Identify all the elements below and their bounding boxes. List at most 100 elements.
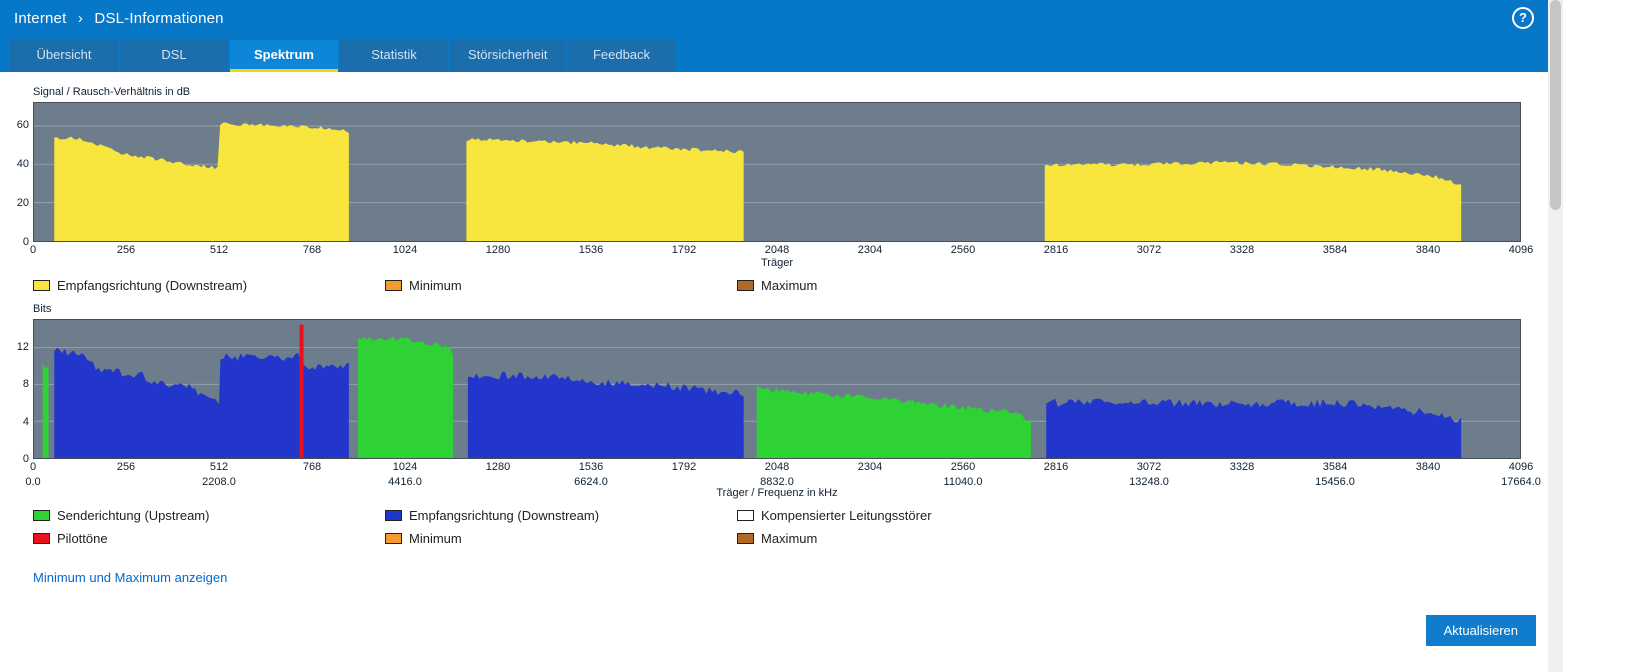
x-tick-label: 2048 [764, 244, 790, 256]
x-tick-label: 15456.0 [1315, 476, 1355, 488]
x-tick-label: 0 [29, 461, 37, 473]
x-tick-label: 0 [29, 244, 37, 256]
x-tick-label: 1792 [671, 244, 697, 256]
show-minmax-link[interactable]: Minimum und Maximum anzeigen [33, 570, 228, 585]
y-tick-label: 8 [22, 378, 29, 391]
legend-item: Minimum [385, 531, 737, 546]
x-tick-label: 768 [302, 461, 322, 473]
x-tick-label: 3328 [1229, 461, 1255, 473]
x-tick-label: 1536 [578, 244, 604, 256]
tab-storsicherheit[interactable]: Störsicherheit [450, 40, 566, 72]
breadcrumb-separator: › [77, 9, 84, 27]
x-tick-label: 2304 [857, 461, 883, 473]
snr-plot [33, 102, 1521, 242]
x-tick-label: 2816 [1043, 244, 1069, 256]
x-tick-label: 256 [116, 244, 136, 256]
breadcrumb: Internet › DSL-Informationen [14, 10, 224, 27]
x-tick-label: 2560 [950, 461, 976, 473]
tab-dsl[interactable]: DSL [120, 40, 228, 72]
tab-feedback[interactable]: Feedback [567, 40, 676, 72]
legend-label: Minimum [409, 278, 462, 293]
tab-ubersicht[interactable]: Übersicht [10, 40, 118, 72]
legend-item: Minimum [385, 278, 737, 293]
snr-y-axis: 0 20 40 60 [5, 102, 33, 248]
legend-swatch [385, 280, 402, 291]
bits-frequency-axis: 0.0 2208.0 4416.0 6624.0 8832.0 11040.0 13248.… [25, 474, 1541, 488]
snr-chart-section: Signal / Rausch-Verhältnis in dB 0 20 40 60… [17, 86, 1548, 293]
tab-bar: Übersicht DSL Spektrum Statistik Störsicherh… [0, 36, 1548, 72]
x-tick-label: 4096 [1508, 461, 1534, 473]
snr-chart-title: Signal / Rausch-Verhältnis in dB [33, 86, 191, 98]
legend-item: Empfangsrichtung (Downstream) [385, 508, 737, 523]
x-tick-label: 3072 [1136, 244, 1162, 256]
legend-label: Empfangsrichtung (Downstream) [409, 508, 600, 523]
legend-swatch [737, 510, 754, 521]
legend-swatch [33, 280, 50, 291]
x-tick-label: 2048 [764, 461, 790, 473]
window-margin [1563, 0, 1640, 672]
bits-x-axis: 0 256 512 768 1024 1280 1536 1792 2048 2304 2560 28… [29, 459, 1533, 474]
x-tick-label: 4416.0 [388, 476, 422, 488]
x-tick-label: 13248.0 [1129, 476, 1169, 488]
x-tick-label: 1792 [671, 461, 697, 473]
x-tick-label: 1280 [485, 461, 511, 473]
bits-chart-section: Bits 0 4 8 12 0 256 512 768 1024 1280 1536 1792 204… [17, 303, 1548, 546]
bits-chart-title: Bits [33, 303, 52, 315]
legend-swatch [737, 280, 754, 291]
y-tick-label: 20 [16, 197, 29, 210]
legend-item: Maximum [737, 531, 1548, 546]
x-tick-label: 6624.0 [574, 476, 608, 488]
x-tick-label: 3072 [1136, 461, 1162, 473]
x-tick-label: 2304 [857, 244, 883, 256]
x-tick-label: 3584 [1322, 461, 1348, 473]
x-tick-label: 3840 [1415, 461, 1441, 473]
help-icon[interactable]: ? [1512, 7, 1534, 29]
x-tick-label: 2816 [1043, 461, 1069, 473]
x-tick-label: 768 [302, 244, 322, 256]
x-tick-label: 0.0 [25, 476, 41, 488]
x-tick-label: 11040.0 [943, 476, 983, 488]
legend-item: Kompensierter Leitungsstörer [737, 508, 1548, 523]
x-tick-label: 1024 [392, 461, 418, 473]
y-tick-label: 40 [16, 158, 29, 171]
x-tick-label: 3840 [1415, 244, 1441, 256]
legend-label: Senderichtung (Upstream) [57, 508, 210, 523]
legend-swatch [385, 510, 402, 521]
x-tick-label: 1024 [392, 244, 418, 256]
legend-label: Maximum [761, 278, 818, 293]
x-tick-label: 1280 [485, 244, 511, 256]
x-tick-label: 3584 [1322, 244, 1348, 256]
legend-label: Maximum [761, 531, 818, 546]
tab-statistik[interactable]: Statistik [340, 40, 448, 72]
scrollbar[interactable] [1548, 0, 1563, 672]
x-tick-label: 1536 [578, 461, 604, 473]
legend-label: Empfangsrichtung (Downstream) [57, 278, 248, 293]
content-area: Signal / Rausch-Verhältnis in dB 0 20 40 60… [0, 72, 1548, 587]
legend-swatch [385, 533, 402, 544]
y-tick-label: 12 [16, 341, 29, 353]
x-tick-label: 8832.0 [760, 476, 794, 488]
legend-item: Maximum [737, 278, 1548, 293]
y-tick-label: 0 [22, 236, 29, 248]
legend-item: Senderichtung (Upstream) [33, 508, 385, 523]
x-tick-label: 2560 [950, 244, 976, 256]
refresh-button[interactable]: Aktualisieren [1425, 615, 1536, 646]
legend-swatch [33, 533, 50, 544]
legend-label: Minimum [409, 531, 462, 546]
bits-plot [33, 319, 1521, 459]
bits-legend: Senderichtung (Upstream) Empfangsrichtung… [33, 508, 1548, 546]
x-tick-label: 512 [209, 461, 229, 473]
tab-spektrum[interactable]: Spektrum [230, 40, 338, 72]
breadcrumb-section[interactable]: Internet [14, 9, 67, 27]
snr-x-axis-caption: Träger [761, 257, 793, 269]
y-tick-label: 4 [22, 415, 29, 428]
header-bar: Internet › DSL-Informationen ? [0, 0, 1548, 36]
snr-legend: Empfangsrichtung (Downstream) Minimum Maxi… [33, 278, 1548, 293]
bits-y-axis: 0 4 8 12 [5, 319, 33, 465]
x-tick-label: 3328 [1229, 244, 1255, 256]
x-tick-label: 2208.0 [202, 476, 236, 488]
legend-item: Empfangsrichtung (Downstream) [33, 278, 385, 293]
scrollbar-thumb[interactable] [1550, 0, 1561, 210]
x-tick-label: 17664.0 [1501, 476, 1541, 488]
